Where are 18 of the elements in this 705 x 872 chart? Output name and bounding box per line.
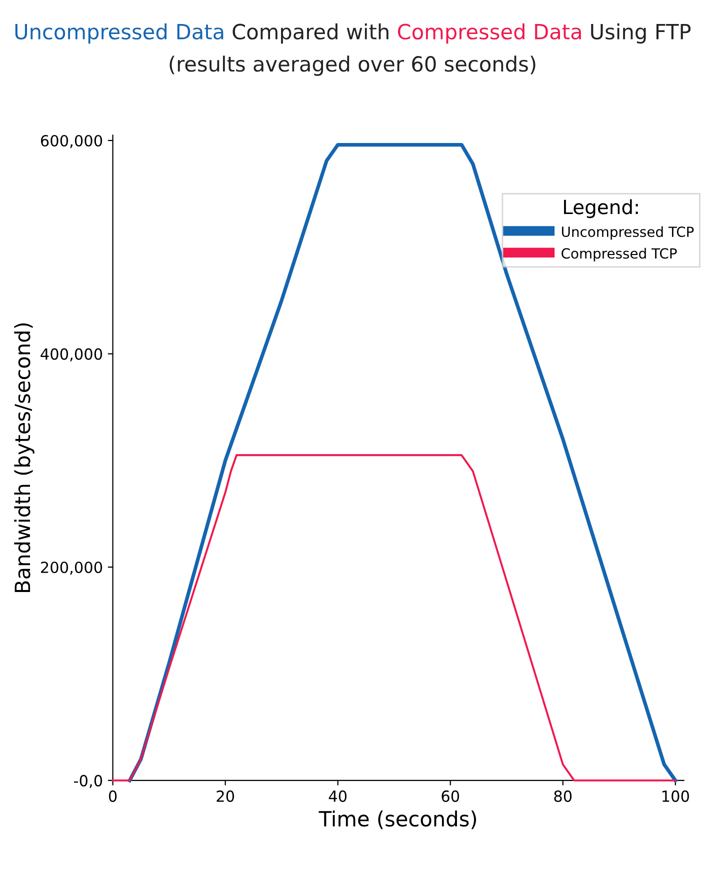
y-tick-label: 200,000 [41, 562, 102, 575]
y-tick-label: -0,0 [74, 774, 102, 788]
x-tick-label: 100 [662, 790, 689, 802]
chart-title: Uncompressed Data Compared with Compressed Data Using FTP [15, 23, 691, 44]
x-axis-title: Time (seconds) [318, 810, 476, 830]
y-tick-label: 600,000 [40, 134, 102, 148]
x-tick-label: 80 [554, 790, 572, 802]
x-tick-label: 20 [216, 790, 234, 802]
legend-label: Uncompressed TCP [562, 226, 694, 240]
y-axis-title: Bandwidth (bytes/second) [14, 323, 34, 592]
chart-subtitle: (results averaged over 60 seconds) [170, 56, 536, 76]
legend-label: Compressed TCP [562, 248, 677, 262]
x-tick-label: 0 [108, 790, 117, 802]
legend-title: Legend: [564, 199, 638, 218]
y-tick-label: 400,000 [40, 348, 102, 362]
x-tick-label: 60 [442, 790, 460, 802]
x-tick-label: 40 [328, 790, 347, 802]
line-series [112, 454, 676, 782]
